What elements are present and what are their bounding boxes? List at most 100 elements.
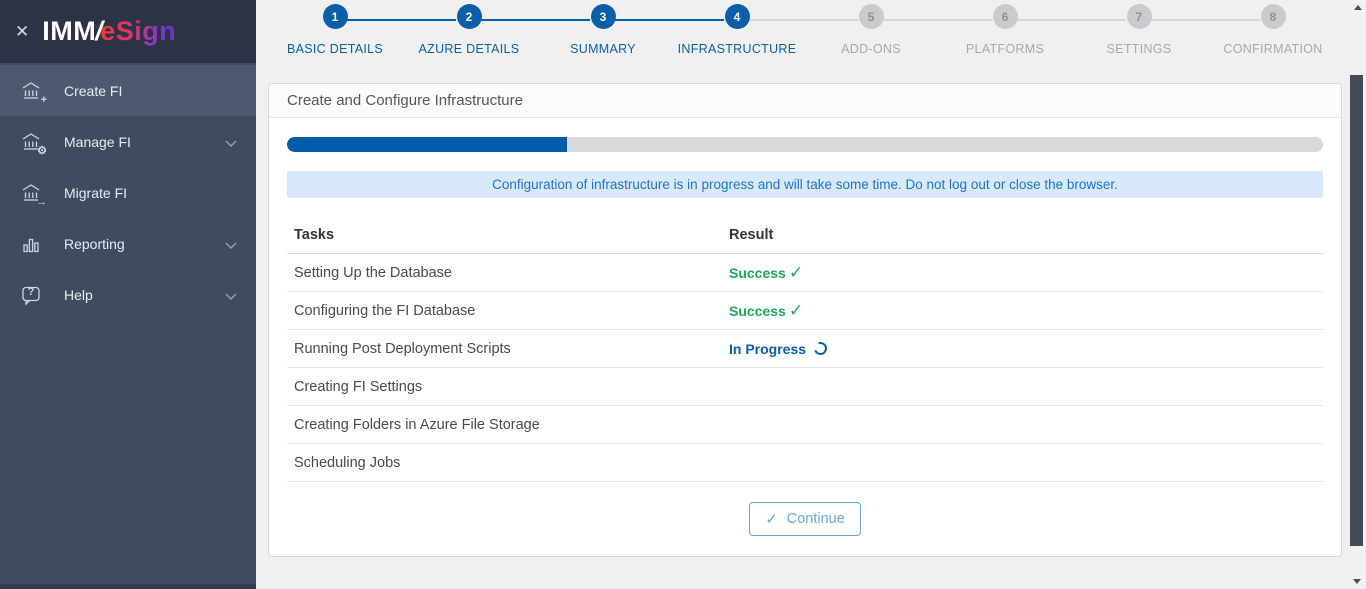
table-header-row: Tasks Result xyxy=(287,198,1323,254)
sidebar-item-reporting[interactable]: Reporting xyxy=(0,218,256,269)
task-name: Creating FI Settings xyxy=(294,378,423,395)
wizard-stepper: 1 BASIC DETAILS 2 AZURE DETAILS 3 SUMMAR… xyxy=(256,0,1349,70)
vertical-scrollbar[interactable] xyxy=(1349,0,1366,589)
continue-button[interactable]: ✓ Continue xyxy=(749,502,861,536)
task-result: Success ✓ xyxy=(729,263,1316,283)
sidebar-item-migrate-fi[interactable]: → Migrate FI xyxy=(0,167,256,218)
step-circle: 7 xyxy=(1126,4,1152,29)
progress-bar xyxy=(287,137,1323,152)
step-azure-details[interactable]: 2 AZURE DETAILS xyxy=(347,4,536,70)
step-label: CONFIRMATION xyxy=(1223,42,1323,56)
step-confirmation[interactable]: 8 CONFIRMATION xyxy=(1151,4,1340,70)
app-logo: IMM/eSign xyxy=(42,16,176,47)
chevron-down-icon xyxy=(225,134,237,150)
sidebar-item-label: Help xyxy=(64,286,93,303)
step-summary[interactable]: 3 SUMMARY xyxy=(481,4,670,70)
step-basic-details[interactable]: 1 BASIC DETAILS xyxy=(268,4,402,70)
bank-gear-icon: ⚙ xyxy=(19,130,47,156)
task-name: Setting Up the Database xyxy=(294,264,452,281)
step-connector xyxy=(347,19,456,21)
progress-fill xyxy=(287,137,567,152)
scrollbar-thumb[interactable] xyxy=(1350,75,1363,546)
sidebar: ✕ IMM/eSign + Create FI ⚙ Manage FI xyxy=(0,0,256,589)
bank-plus-icon: + xyxy=(19,79,47,105)
close-icon[interactable]: ✕ xyxy=(15,22,30,41)
check-icon: ✓ xyxy=(788,300,804,320)
spinner-icon xyxy=(811,339,830,358)
task-result: In Progress xyxy=(729,339,1316,358)
step-settings[interactable]: 7 SETTINGS xyxy=(1017,4,1206,70)
logo-imm: IMM xyxy=(42,16,97,46)
tasks-table: Tasks Result Setting Up the Database Suc… xyxy=(287,198,1323,482)
sidebar-item-create-fi[interactable]: + Create FI xyxy=(0,65,256,116)
info-alert: Configuration of infrastructure is in pr… xyxy=(287,171,1323,198)
sidebar-item-manage-fi[interactable]: ⚙ Manage FI xyxy=(0,116,256,167)
bar-chart-icon xyxy=(19,232,43,256)
sidebar-item-label: Manage FI xyxy=(64,133,131,150)
result-success-text: Success xyxy=(729,264,786,281)
panel-footer: ✓ Continue xyxy=(287,482,1323,536)
step-label: AZURE DETAILS xyxy=(418,42,520,56)
sidebar-item-help[interactable]: ? Help xyxy=(0,269,256,320)
step-circle: 3 xyxy=(590,4,616,29)
main-content: 1 BASIC DETAILS 2 AZURE DETAILS 3 SUMMAR… xyxy=(256,0,1366,589)
task-name: Scheduling Jobs xyxy=(294,454,401,471)
check-icon: ✓ xyxy=(788,262,804,282)
step-circle: 8 xyxy=(1260,4,1286,29)
scroll-up-icon[interactable] xyxy=(1353,5,1362,10)
continue-button-label: Continue xyxy=(786,511,845,527)
question-mark-icon: ? xyxy=(27,285,35,298)
step-connector xyxy=(615,19,724,21)
result-in-progress-text: In Progress xyxy=(729,340,807,357)
check-icon: ✓ xyxy=(765,511,778,528)
panel-body: Configuration of infrastructure is in pr… xyxy=(269,118,1341,536)
table-row: Running Post Deployment Scripts In Progr… xyxy=(287,330,1323,368)
table-row: Setting Up the Database Success ✓ xyxy=(287,254,1323,292)
step-label: BASIC DETAILS xyxy=(286,42,384,56)
panel-header: Create and Configure Infrastructure xyxy=(269,84,1341,118)
task-name: Creating Folders in Azure File Storage xyxy=(294,416,540,433)
task-name: Configuring the FI Database xyxy=(294,302,476,319)
table-row: Scheduling Jobs xyxy=(287,444,1323,482)
task-result: Success ✓ xyxy=(729,301,1316,321)
logo-esign: eSign xyxy=(100,16,177,46)
step-label: PLATFORMS xyxy=(965,42,1045,56)
task-name: Running Post Deployment Scripts xyxy=(294,340,511,357)
table-row: Configuring the FI Database Success ✓ xyxy=(287,292,1323,330)
tasks-column-header: Tasks xyxy=(294,227,335,243)
step-circle: 1 xyxy=(322,4,348,29)
step-circle: 6 xyxy=(992,4,1018,29)
step-add-ons[interactable]: 5 ADD-ONS xyxy=(749,4,938,70)
step-label: ADD-ONS xyxy=(841,42,901,56)
gear-badge-icon: ⚙ xyxy=(37,144,47,157)
step-connector xyxy=(749,19,858,21)
step-connector xyxy=(1151,19,1260,21)
plus-badge-icon: + xyxy=(40,93,47,106)
chevron-down-icon xyxy=(225,236,237,252)
sidebar-nav: + Create FI ⚙ Manage FI → Migrate FI xyxy=(0,63,256,320)
step-circle: 4 xyxy=(724,4,750,29)
bank-arrow-icon: → xyxy=(19,181,47,207)
help-bubble-icon: ? xyxy=(19,283,43,307)
scroll-down-icon[interactable] xyxy=(1353,579,1361,584)
table-row: Creating Folders in Azure File Storage xyxy=(287,406,1323,444)
step-infrastructure[interactable]: 4 INFRASTRUCTURE xyxy=(615,4,804,70)
step-connector xyxy=(883,19,992,21)
panel-title: Create and Configure Infrastructure xyxy=(287,92,523,109)
logo-slash: / xyxy=(95,16,103,46)
result-success-text: Success xyxy=(729,302,786,319)
infrastructure-panel: Create and Configure Infrastructure Conf… xyxy=(268,83,1342,557)
step-label: INFRASTRUCTURE xyxy=(677,42,797,56)
step-circle: 5 xyxy=(858,4,884,29)
result-column-header: Result xyxy=(729,227,774,243)
step-connector xyxy=(1017,19,1126,21)
table-row: Creating FI Settings xyxy=(287,368,1323,406)
sidebar-item-label: Create FI xyxy=(64,82,123,99)
sidebar-item-label: Reporting xyxy=(64,235,125,252)
step-platforms[interactable]: 6 PLATFORMS xyxy=(883,4,1072,70)
sidebar-item-label: Migrate FI xyxy=(64,184,128,201)
step-circle: 2 xyxy=(456,4,482,29)
sidebar-bottom-strip xyxy=(0,584,256,589)
sidebar-logo-bar: ✕ IMM/eSign xyxy=(0,0,256,63)
